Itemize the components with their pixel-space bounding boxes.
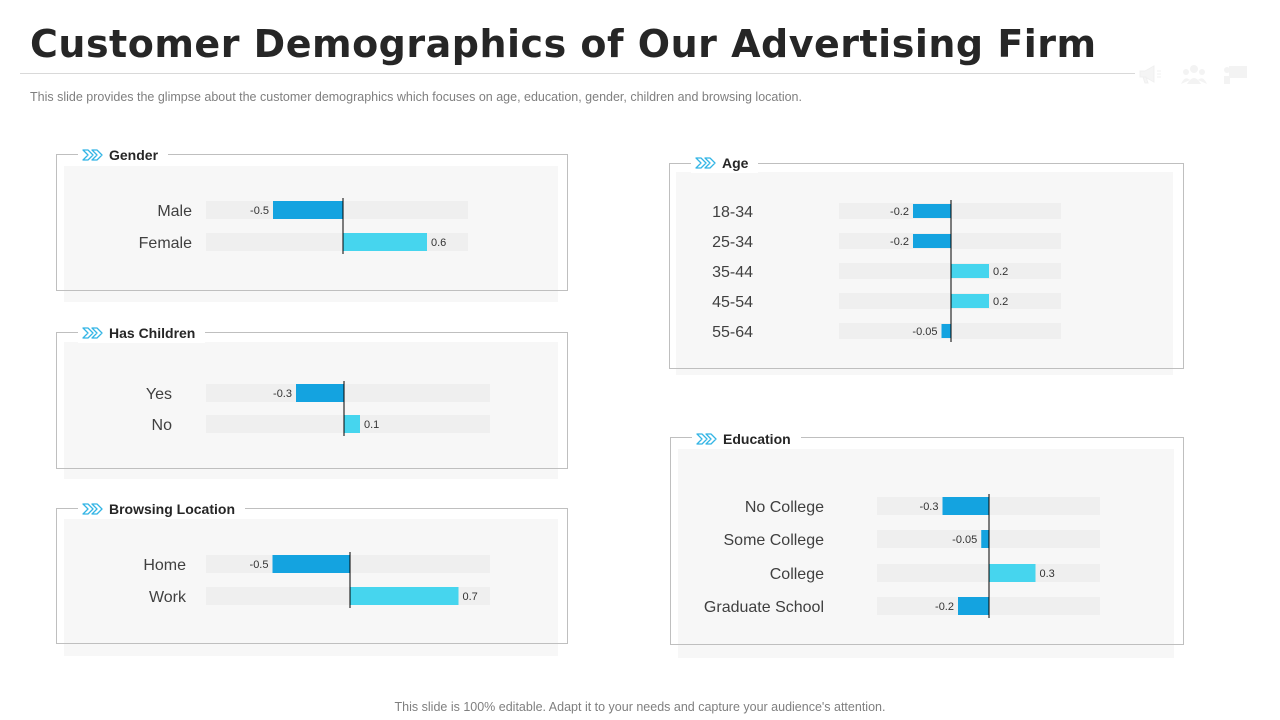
- category-label: Some College: [724, 532, 825, 549]
- value-label: -0.05: [912, 326, 937, 338]
- age-chart: 18-34 -0.2 25-34 -0.2 35-44 0.2 45-54 0.2 55-64 -…: [712, 200, 1061, 342]
- bar: [981, 530, 989, 548]
- presentation-icon: [1224, 66, 1247, 84]
- double-chevron-icon: [82, 327, 103, 339]
- category-label: 18-34: [712, 204, 753, 221]
- category-label: Graduate School: [704, 599, 824, 616]
- education-chart: No College -0.3 Some College -0.05 College 0.…: [704, 494, 1100, 618]
- value-label: 0.6: [431, 237, 446, 249]
- category-label: Work: [149, 589, 187, 606]
- value-label: -0.2: [935, 601, 954, 613]
- panel-header: Gender: [78, 145, 169, 165]
- panel-border: [669, 163, 1184, 369]
- people-icon: [1181, 65, 1207, 84]
- bar: [272, 555, 350, 573]
- browsing-location-chart: Home -0.5 Work 0.7: [143, 552, 490, 608]
- bar: [913, 234, 951, 248]
- panel-header: Has Children: [78, 323, 206, 343]
- value-label: -0.3: [273, 388, 292, 400]
- bar-track: [839, 263, 1061, 279]
- value-label: -0.05: [952, 534, 977, 546]
- bar: [951, 264, 989, 278]
- slide-subtitle: This slide provides the glimpse about th…: [30, 90, 802, 104]
- value-label: -0.5: [250, 205, 269, 217]
- title-divider: [20, 73, 1135, 74]
- has-children-chart: Yes -0.3 No 0.1: [146, 381, 490, 436]
- education-panel: No College -0.3 Some College -0.05 College 0.…: [670, 429, 1184, 669]
- bar-track: [206, 233, 468, 251]
- panel-title: Age: [722, 155, 749, 171]
- slide-footer: This slide is 100% editable. Adapt it to…: [394, 700, 886, 714]
- slide-title: Customer Demographics of Our Advertising…: [30, 22, 1097, 66]
- value-label: 0.2: [993, 266, 1008, 278]
- panel-title: Education: [723, 431, 791, 447]
- panel-header: Education: [692, 429, 801, 449]
- panel-header: Age: [691, 153, 759, 173]
- double-chevron-icon: [82, 503, 103, 515]
- panel-title: Has Children: [109, 325, 196, 341]
- bar: [344, 415, 360, 433]
- panel-border: [670, 437, 1184, 645]
- double-chevron-icon: [82, 149, 103, 161]
- value-label: 0.3: [1040, 568, 1055, 580]
- bar: [343, 233, 427, 251]
- value-label: 0.1: [364, 419, 379, 431]
- megaphone-icon: [1139, 65, 1161, 84]
- panel-border: [56, 154, 568, 291]
- bar: [273, 201, 343, 219]
- category-label: 35-44: [712, 264, 753, 281]
- double-chevron-icon: [695, 157, 716, 169]
- bar: [951, 294, 989, 308]
- header-icons: [1135, 64, 1255, 86]
- panel-background: [678, 449, 1174, 658]
- bar: [941, 324, 951, 338]
- panel-border: [56, 332, 568, 469]
- bar: [350, 587, 459, 605]
- category-label: 45-54: [712, 294, 753, 311]
- gender-chart: Male -0.5 Female 0.6: [139, 198, 468, 254]
- bar-track: [839, 293, 1061, 309]
- panel-background: [64, 342, 558, 479]
- category-label: College: [770, 566, 824, 583]
- category-label: 25-34: [712, 234, 753, 251]
- bar-track: [206, 384, 490, 402]
- panel-title: Gender: [109, 147, 159, 163]
- value-label: -0.2: [890, 236, 909, 248]
- gender-panel: Male -0.5 Female 0.6 Gender: [56, 145, 568, 305]
- bar: [913, 204, 951, 218]
- bar: [942, 497, 989, 515]
- value-label: -0.2: [890, 206, 909, 218]
- bar: [989, 564, 1036, 582]
- category-label: 55-64: [712, 324, 753, 341]
- value-label: 0.2: [993, 296, 1008, 308]
- panel-border: [56, 508, 568, 644]
- value-label: -0.5: [250, 559, 269, 571]
- category-label: Male: [157, 203, 192, 220]
- bar: [958, 597, 989, 615]
- browsing-location-panel: Home -0.5 Work 0.7 Browsing Location: [56, 499, 568, 659]
- panel-title: Browsing Location: [109, 501, 235, 517]
- age-panel: 18-34 -0.2 25-34 -0.2 35-44 0.2 45-54 0.2 55-64 -…: [669, 153, 1184, 383]
- category-label: Yes: [146, 386, 172, 403]
- category-label: No College: [745, 499, 824, 516]
- value-label: 0.7: [463, 591, 478, 603]
- category-label: Home: [143, 557, 186, 574]
- panel-header: Browsing Location: [78, 499, 245, 519]
- bar: [296, 384, 344, 402]
- category-label: Female: [139, 235, 192, 252]
- double-chevron-icon: [696, 433, 717, 445]
- category-label: No: [152, 417, 173, 434]
- has-children-panel: Yes -0.3 No 0.1 Has Children: [56, 323, 568, 483]
- value-label: -0.3: [920, 501, 939, 513]
